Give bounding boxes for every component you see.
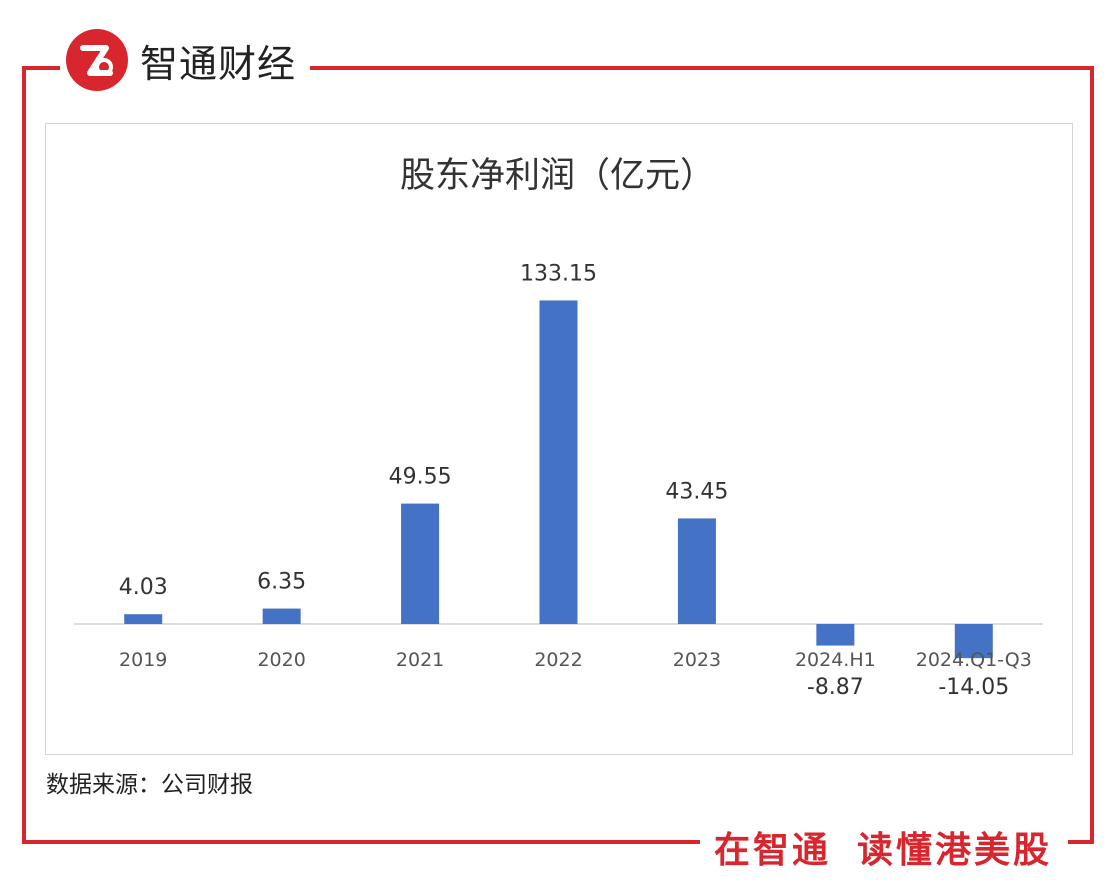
- data-source-note: 数据来源：公司财报: [46, 772, 253, 798]
- slogan-part-2: 读懂港美股: [856, 830, 1052, 871]
- data-label: -8.87: [807, 675, 864, 700]
- x-tick-label: 2024.Q1-Q3: [916, 649, 1032, 671]
- frame-top-right: [290, 66, 1090, 70]
- brand-name: 智通财经: [140, 41, 297, 86]
- x-tick-label: 2019: [119, 649, 167, 671]
- data-label: -14.05: [938, 675, 1009, 700]
- x-tick-label: 2020: [257, 649, 305, 671]
- frame-top-left: [22, 66, 67, 70]
- x-tick-label: 2023: [673, 649, 721, 671]
- bar-2021: [401, 503, 440, 624]
- bar-2024.H1: [816, 624, 855, 646]
- chart-title: 股东净利润（亿元）: [399, 156, 715, 196]
- bar-2020: [262, 608, 301, 624]
- bar-2019: [124, 614, 163, 624]
- frame-left: [22, 66, 26, 844]
- data-label: 43.45: [665, 479, 728, 504]
- brand-logo-icon: [66, 29, 128, 91]
- slogan: 在智通 读懂港美股: [699, 822, 1060, 872]
- data-label: 4.03: [119, 575, 168, 600]
- x-tick-label: 2024.H1: [795, 649, 876, 671]
- frame-bottom-left: [22, 840, 722, 844]
- slogan-part-1: 在智通: [713, 830, 831, 871]
- bar-2024.Q1-Q3: [954, 624, 993, 659]
- x-tick-label: 2021: [396, 649, 444, 671]
- frame-bottom-right: [1068, 840, 1094, 844]
- brand-logo: 智通财经: [60, 18, 311, 102]
- brand-logo-mark: [80, 45, 113, 76]
- data-label: 49.55: [389, 465, 452, 490]
- frame-right: [1090, 66, 1094, 844]
- data-label: 6.35: [257, 570, 306, 595]
- x-tick-label: 2022: [534, 649, 582, 671]
- bar-2023: [677, 518, 716, 624]
- data-label: 133.15: [520, 261, 597, 286]
- bar-2022: [539, 300, 578, 624]
